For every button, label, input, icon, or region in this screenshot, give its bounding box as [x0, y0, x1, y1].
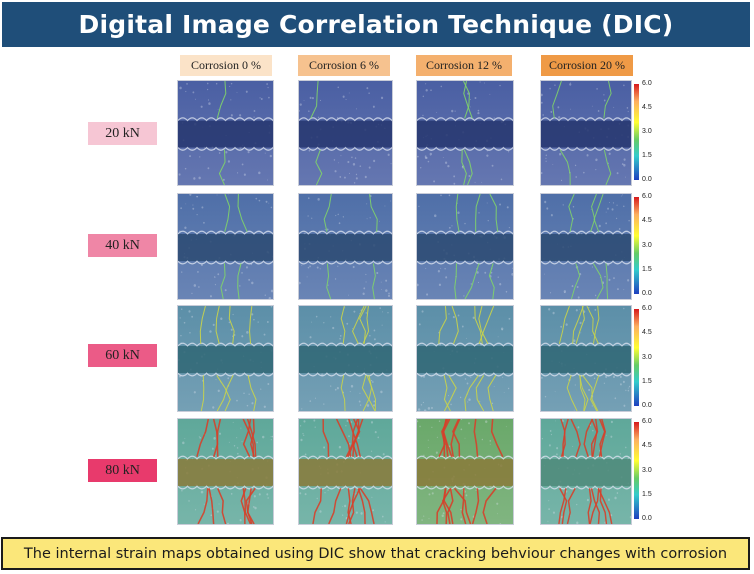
strain-map-r2-c4 — [540, 193, 632, 300]
colorbar-tick-label: 3.0 — [642, 128, 652, 135]
strain-map-r2-c3 — [416, 193, 514, 300]
row-label-60kn: 60 kN — [88, 344, 157, 367]
strain-colorbar-row-1: 6.0 4.5 3.0 1.5 0.0 — [634, 80, 662, 184]
strain-colorbar-row-4: 6.0 4.5 3.0 1.5 0.0 — [634, 418, 662, 523]
strain-colorbar-row-3: 6.0 4.5 3.0 1.5 0.0 — [634, 305, 662, 410]
strain-map-r2-c1 — [177, 193, 274, 300]
strain-map-r1-c1 — [177, 80, 274, 186]
colorbar-tick-label: 6.0 — [642, 418, 652, 425]
strain-map-r3-c1 — [177, 305, 274, 412]
colorbar-tick-label: 0.0 — [642, 176, 652, 183]
strain-map-r3-c3 — [416, 305, 514, 412]
colorbar-gradient — [634, 422, 639, 519]
column-header-corrosion-20: Corrosion 20 % — [541, 55, 633, 76]
row-label-80kn: 80 kN — [88, 459, 157, 482]
column-header-corrosion-6: Corrosion 6 % — [298, 55, 390, 76]
strain-map-r4-c3 — [416, 418, 514, 525]
colorbar-tick-label: 3.0 — [642, 353, 652, 361]
colorbar-tick-label: 0.0 — [642, 515, 652, 522]
colorbar-tick-label: 6.0 — [642, 305, 652, 312]
colorbar-tick-label: 4.5 — [642, 217, 652, 225]
strain-map-r4-c2 — [298, 418, 393, 525]
colorbar-tick-label: 0.0 — [642, 290, 652, 297]
colorbar-tick-label: 1.5 — [642, 152, 652, 159]
colorbar-tick-label: 1.5 — [642, 265, 652, 273]
strain-colorbar-row-2: 6.0 4.5 3.0 1.5 0.0 — [634, 193, 662, 298]
colorbar-tick-label: 6.0 — [642, 193, 652, 200]
strain-map-r1-c2 — [298, 80, 393, 186]
strain-map-r2-c2 — [298, 193, 393, 300]
colorbar-gradient — [634, 197, 639, 294]
colorbar-gradient — [634, 309, 639, 406]
strain-map-r1-c3 — [416, 80, 514, 186]
strain-map-r3-c2 — [298, 305, 393, 412]
strain-map-r1-c4 — [540, 80, 632, 186]
column-header-corrosion-12: Corrosion 12 % — [416, 55, 512, 76]
colorbar-tick-label: 6.0 — [642, 80, 652, 87]
column-header-corrosion-0: Corrosion 0 % — [180, 55, 272, 76]
caption-banner: The internal strain maps obtained using … — [1, 537, 750, 570]
colorbar-tick-label: 0.0 — [642, 402, 652, 409]
colorbar-tick-label: 3.0 — [642, 241, 652, 249]
colorbar-tick-label: 1.5 — [642, 490, 652, 498]
colorbar-gradient — [634, 84, 639, 180]
strain-map-r4-c1 — [177, 418, 274, 525]
strain-map-r3-c4 — [540, 305, 632, 412]
colorbar-tick-label: 3.0 — [642, 466, 652, 474]
row-label-40kn: 40 kN — [88, 234, 157, 257]
page-title: Digital Image Correlation Technique (DIC… — [2, 2, 750, 47]
strain-map-r4-c4 — [540, 418, 632, 525]
colorbar-tick-label: 4.5 — [642, 329, 652, 337]
colorbar-tick-label: 4.5 — [642, 104, 652, 111]
colorbar-tick-label: 1.5 — [642, 377, 652, 385]
colorbar-tick-label: 4.5 — [642, 442, 652, 450]
row-label-20kn: 20 kN — [88, 122, 157, 145]
